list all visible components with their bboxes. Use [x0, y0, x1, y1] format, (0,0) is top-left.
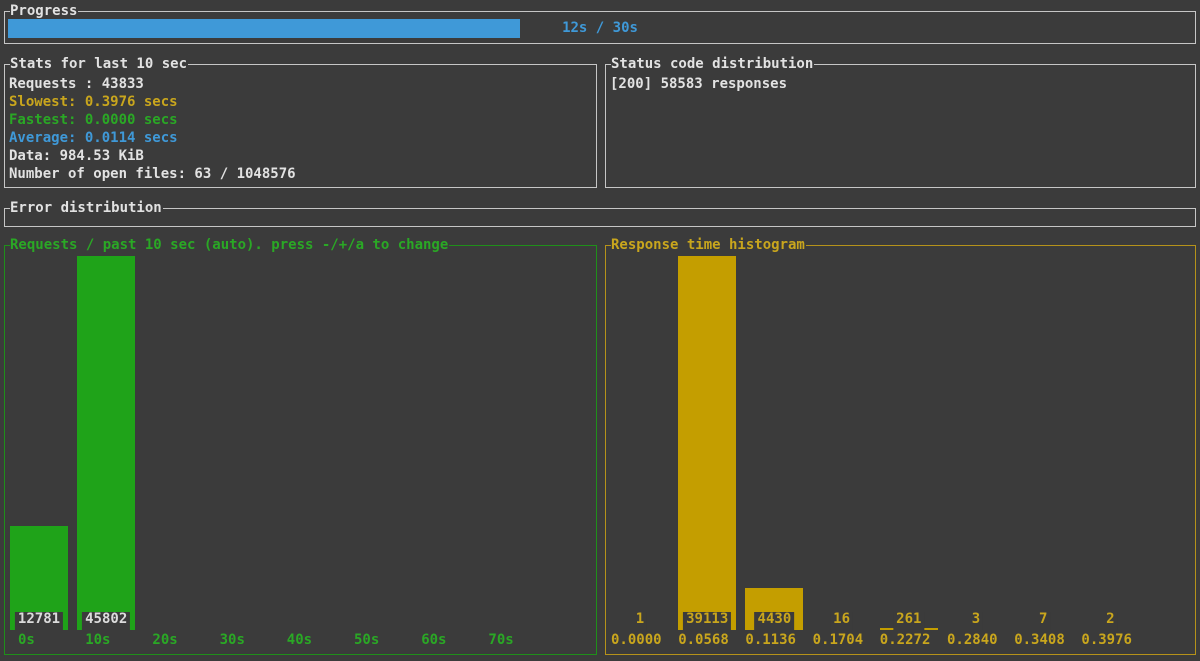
response-time-histogram-title: Response time histogram: [611, 237, 806, 253]
bar-value-label: 3: [968, 612, 984, 630]
x-axis-label: 0.1136: [745, 632, 796, 648]
x-axis-label: 0.3408: [1014, 632, 1065, 648]
bar-value-label: 45802: [82, 612, 131, 630]
chart-bar: [77, 256, 136, 630]
text-row: Number of open files: 63 / 1048576: [9, 166, 296, 182]
status-code-panel: Status code distribution [200] 58583 res…: [605, 56, 1196, 188]
x-axis-label: 10s: [85, 632, 111, 648]
x-axis-label: 0.2272: [879, 632, 931, 648]
x-axis-label: 0.0568: [678, 632, 729, 648]
x-axis-label: 0.2840: [947, 632, 998, 648]
response-time-histogram-x-axis: 0.0000 0.0568 0.1136 0.1704 0.2272 0.2840 0.34…: [611, 632, 1190, 649]
text-row: Slowest: 0.3976 secs: [9, 94, 178, 110]
progress-panel-title: Progress: [10, 3, 79, 19]
requests-chart-title: Requests / past 10 sec (auto). press -/+…: [10, 237, 450, 253]
progress-panel: Progress 12s / 30s: [4, 3, 1196, 44]
progress-gauge-label: 12s / 30s: [562, 20, 638, 36]
progress-gauge-fill: [8, 19, 520, 38]
x-axis-label: 60s: [421, 632, 447, 648]
x-axis-label: 20s: [152, 632, 178, 648]
text-row: Fastest: 0.0000 secs: [9, 112, 178, 128]
x-axis-label: 70s: [488, 632, 514, 648]
text-row: [200] 58583 responses: [610, 76, 788, 92]
x-axis-label: 0.0000: [611, 632, 662, 648]
text-row: Average: 0.0114 secs: [9, 130, 178, 146]
stats-rows: Requests : 43833 Slowest: 0.3976 secs Fast…: [5, 65, 596, 183]
requests-chart-x-axis: 0s 10s 20s 30s 40s 50s 60s 70s: [10, 632, 591, 649]
bar-value-label: 261: [893, 612, 925, 630]
response-time-histogram-panel: Response time histogram 1 39113 4430 16 261 3…: [605, 237, 1196, 655]
requests-chart-panel: Requests / past 10 sec (auto). press -/+…: [4, 237, 597, 655]
status-code-panel-title: Status code distribution: [611, 56, 815, 72]
bar-value-label: 1: [632, 612, 648, 630]
x-axis-label: 0s: [18, 632, 35, 648]
bar-value-label: 39113: [683, 612, 732, 630]
text-row: Data: 984.53 KiB: [9, 148, 144, 164]
stats-panel-title: Stats for last 10 sec: [10, 56, 189, 72]
bar-value-label: 16: [830, 612, 854, 630]
status-code-rows: [200] 58583 responses: [606, 65, 1195, 93]
x-axis-label: 30s: [219, 632, 245, 648]
bar-value-label: 2: [1103, 612, 1118, 630]
requests-chart-plot: 12781 45802: [10, 256, 591, 630]
error-distribution-panel: Error distribution: [4, 200, 1196, 227]
error-distribution-panel-title: Error distribution: [10, 200, 163, 216]
stats-panel: Stats for last 10 sec Requests : 43833 Sl…: [4, 56, 597, 188]
response-time-histogram-plot: 1 39113 4430 16 261 3 7 2: [611, 256, 1190, 630]
chart-bar: [678, 256, 737, 630]
x-axis-label: 0.3976: [1081, 632, 1132, 648]
x-axis-label: 50s: [354, 632, 380, 648]
bar-value-label: 12781: [14, 612, 64, 630]
bar-value-label: 4430: [754, 612, 795, 630]
bar-value-label: 7: [1035, 612, 1051, 630]
text-row: Requests : 43833: [9, 76, 144, 92]
x-axis-label: 0.1704: [812, 632, 864, 648]
x-axis-label: 40s: [286, 632, 313, 648]
